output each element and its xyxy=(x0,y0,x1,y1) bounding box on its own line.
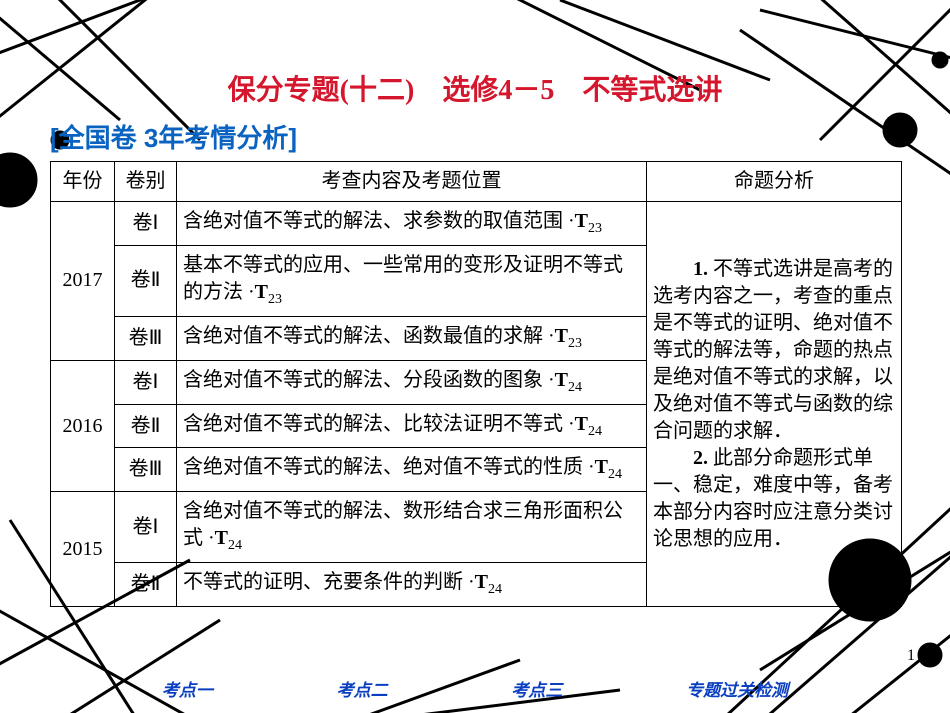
juan-cell: 卷Ⅰ xyxy=(115,202,177,246)
content-cell: 含绝对值不等式的解法、比较法证明不等式 ·T24 xyxy=(177,404,647,448)
page-number: 1 xyxy=(907,647,915,665)
t-label: T xyxy=(475,571,488,593)
content-cell: 含绝对值不等式的解法、分段函数的图象 ·T24 xyxy=(177,360,647,404)
subtitle-open: [ xyxy=(50,123,59,153)
content-text: 含绝对值不等式的解法、绝对值不等式的性质 · xyxy=(183,456,595,478)
th-year: 年份 xyxy=(51,162,115,202)
content-text: 含绝对值不等式的解法、数形结合求三角形面积公式 · xyxy=(183,500,623,549)
th-content: 考查内容及考题位置 xyxy=(177,162,647,202)
footer-nav: 考点一 考点二 考点三 专题过关检测 xyxy=(0,676,950,701)
t-label: T xyxy=(255,281,268,303)
year-cell: 2017 xyxy=(51,202,115,361)
analysis-p1: 不等式选讲是高考的选考内容之一，考查的重点是不等式的证明、绝对值不等式的解法等，… xyxy=(653,258,893,442)
t-label: T xyxy=(575,210,588,232)
juan-cell: 卷Ⅱ xyxy=(115,245,177,316)
subtitle-close: ] xyxy=(288,123,297,153)
nav-link-kaodian3[interactable]: 考点三 xyxy=(511,676,562,701)
content-cell: 不等式的证明、充要条件的判断 ·T24 xyxy=(177,563,647,607)
content-text: 含绝对值不等式的解法、求参数的取值范围 · xyxy=(183,210,575,232)
subtitle-prefix: 全国卷 xyxy=(59,123,144,153)
year-cell: 2015 xyxy=(51,492,115,607)
content-cell: 含绝对值不等式的解法、求参数的取值范围 ·T23 xyxy=(177,202,647,246)
th-juan: 卷别 xyxy=(115,162,177,202)
table-row: 2017 卷Ⅰ 含绝对值不等式的解法、求参数的取值范围 ·T23 1. 不等式选… xyxy=(51,202,902,246)
subtitle-suffix: 年考情分析 xyxy=(158,123,288,153)
subtitle: [全国卷 3年考情分析] xyxy=(50,118,900,155)
analysis-p2-label: 2. xyxy=(693,447,713,469)
t-label: T xyxy=(595,456,608,478)
t-label: T xyxy=(555,369,568,391)
content-cell: 含绝对值不等式的解法、绝对值不等式的性质 ·T24 xyxy=(177,448,647,492)
juan-cell: 卷Ⅲ xyxy=(115,316,177,360)
content-text: 含绝对值不等式的解法、分段函数的图象 · xyxy=(183,369,555,391)
content-text: 含绝对值不等式的解法、函数最值的求解 · xyxy=(183,325,555,347)
nav-link-kaodian1[interactable]: 考点一 xyxy=(162,676,213,701)
t-sub: 24 xyxy=(228,538,242,553)
analysis-cell: 1. 不等式选讲是高考的选考内容之一，考查的重点是不等式的证明、绝对值不等式的解… xyxy=(647,202,902,607)
content-cell: 含绝对值不等式的解法、函数最值的求解 ·T23 xyxy=(177,316,647,360)
t-sub: 24 xyxy=(608,467,622,482)
t-sub: 23 xyxy=(588,221,602,236)
t-label: T xyxy=(215,527,228,549)
content-text: 含绝对值不等式的解法、比较法证明不等式 · xyxy=(183,413,575,435)
nav-link-kaodian2[interactable]: 考点二 xyxy=(337,676,388,701)
t-label: T xyxy=(555,325,568,347)
th-analysis: 命题分析 xyxy=(647,162,902,202)
content-cell: 基本不等式的应用、一些常用的变形及证明不等式的方法 ·T23 xyxy=(177,245,647,316)
t-sub: 23 xyxy=(268,292,282,307)
t-sub: 24 xyxy=(588,424,602,439)
t-label: T xyxy=(575,413,588,435)
exam-table: 年份 卷别 考查内容及考题位置 命题分析 2017 卷Ⅰ 含绝对值不等式的解法、… xyxy=(50,161,902,607)
juan-cell: 卷Ⅱ xyxy=(115,404,177,448)
juan-cell: 卷Ⅱ xyxy=(115,563,177,607)
content-text: 基本不等式的应用、一些常用的变形及证明不等式的方法 · xyxy=(183,254,623,303)
t-sub: 24 xyxy=(568,380,582,395)
juan-cell: 卷Ⅰ xyxy=(115,360,177,404)
page-title: 保分专题(十二) 选修4－5 不等式选讲 xyxy=(50,68,900,108)
juan-cell: 卷Ⅰ xyxy=(115,492,177,563)
nav-link-zhuanti[interactable]: 专题过关检测 xyxy=(686,676,788,701)
content-text: 不等式的证明、充要条件的判断 · xyxy=(183,571,475,593)
t-sub: 23 xyxy=(568,336,582,351)
year-cell: 2016 xyxy=(51,360,115,492)
analysis-p1-label: 1. xyxy=(693,258,713,280)
content-cell: 含绝对值不等式的解法、数形结合求三角形面积公式 ·T24 xyxy=(177,492,647,563)
subtitle-num: 3 xyxy=(144,123,158,153)
t-sub: 24 xyxy=(488,582,502,597)
juan-cell: 卷Ⅲ xyxy=(115,448,177,492)
analysis-p2: 此部分命题形式单一、稳定，难度中等，备考本部分内容时应注意分类讨论思想的应用． xyxy=(653,447,893,550)
